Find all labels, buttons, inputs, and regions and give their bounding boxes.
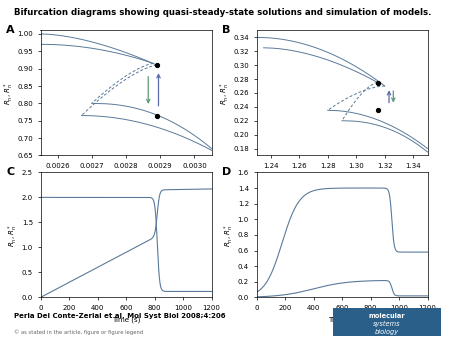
Text: D: D <box>222 167 232 177</box>
X-axis label: $k_{a,5}$ (s$^{-1}$): $k_{a,5}$ (s$^{-1}$) <box>325 175 359 187</box>
X-axis label: Time (s): Time (s) <box>328 317 356 323</box>
Y-axis label: $R_n$, $R_n^*$: $R_n$, $R_n^*$ <box>218 81 232 104</box>
Y-axis label: $R_n$, $R_n^*$: $R_n$, $R_n^*$ <box>223 223 236 246</box>
Text: C: C <box>6 167 14 177</box>
Text: biology: biology <box>375 329 399 335</box>
Y-axis label: $R_n$, $R_n^*$: $R_n$, $R_n^*$ <box>7 223 20 246</box>
Text: A: A <box>6 25 15 35</box>
Text: molecular: molecular <box>369 313 405 319</box>
Text: Bifurcation diagrams showing quasi-steady-state solutions and simulation of mode: Bifurcation diagrams showing quasi-stead… <box>14 8 431 18</box>
Y-axis label: $R_n$, $R_n^*$: $R_n$, $R_n^*$ <box>2 81 16 104</box>
X-axis label: Time (s): Time (s) <box>112 317 140 323</box>
X-axis label: $k_{a,5}$ (s$^{-1}$): $k_{a,5}$ (s$^{-1}$) <box>109 175 143 187</box>
Text: © as stated in the article, figure or figure legend: © as stated in the article, figure or fi… <box>14 330 143 335</box>
Text: Perla Del Conte-Zerial et al. Mol Syst Biol 2008;4:206: Perla Del Conte-Zerial et al. Mol Syst B… <box>14 313 225 319</box>
Text: B: B <box>222 25 231 35</box>
Text: systems: systems <box>373 321 401 327</box>
